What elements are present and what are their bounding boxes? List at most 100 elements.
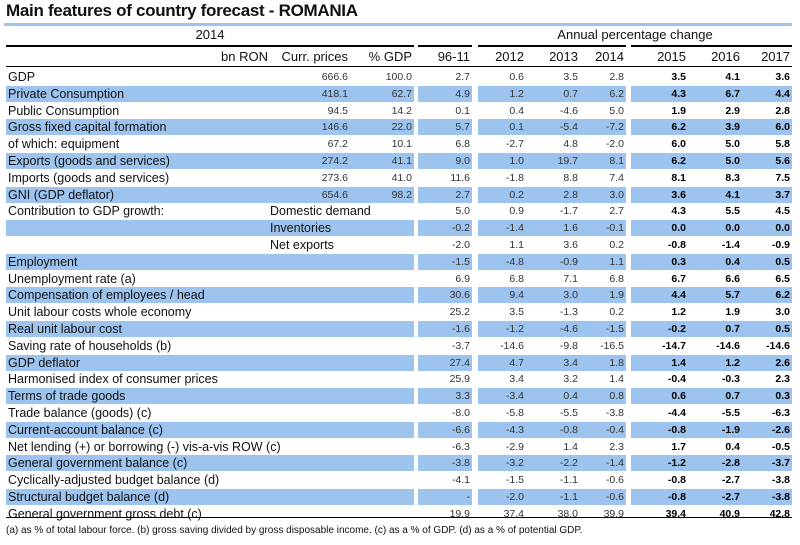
row-band xyxy=(478,388,626,405)
value-2015: 1.7 xyxy=(671,440,686,453)
value-2016: 1.9 xyxy=(725,306,740,319)
value-2013: 2.8 xyxy=(563,188,578,201)
value-2016: 6.6 xyxy=(725,272,740,285)
row-band xyxy=(631,253,792,270)
value-2016: -1.9 xyxy=(721,423,740,436)
value-96-11: 5.7 xyxy=(455,121,470,134)
value-2015: -1.2 xyxy=(667,457,686,470)
value-2016: 5.7 xyxy=(725,289,740,302)
table-row: Real unit labour cost -1.6 -1.2 -4.6 -1.5 -0.… xyxy=(0,321,800,337)
value-2014: 2.7 xyxy=(609,205,624,218)
value-2014: -16.5 xyxy=(600,339,624,352)
value-2017: -14.6 xyxy=(766,339,790,352)
value-96-11: 25.2 xyxy=(449,306,470,319)
row-label: General government balance (c) xyxy=(8,456,188,471)
value-curr-prices: 67.2 xyxy=(327,138,348,151)
value-2016: -2.7 xyxy=(721,491,740,503)
column-header: 2015 xyxy=(657,49,686,64)
value-2014: 0.2 xyxy=(609,306,624,319)
row-label: GNI (GDP deflator) xyxy=(8,187,115,202)
value-2016: 4.1 xyxy=(725,71,740,83)
value-curr-prices: 146.6 xyxy=(321,121,348,134)
row-label: GDP xyxy=(8,70,36,84)
value-2015: 6.7 xyxy=(671,272,686,285)
value-2013: 19.7 xyxy=(557,155,578,167)
value-96-11: -2.0 xyxy=(451,239,470,251)
row-label: Private Consumption xyxy=(8,86,125,101)
column-header-rule xyxy=(6,66,792,67)
value-2013: -4.6 xyxy=(559,323,578,335)
value-96-11: 2.7 xyxy=(455,71,470,83)
value-2012: 1.0 xyxy=(509,155,524,167)
value-2017: 3.7 xyxy=(775,188,790,201)
value-2015: 39.4 xyxy=(665,507,686,520)
value-2015: 1.2 xyxy=(671,306,686,319)
value-2014: 1.9 xyxy=(609,289,624,302)
value-curr-prices: 273.6 xyxy=(321,171,348,184)
value-2017: 0.5 xyxy=(775,255,790,268)
table-row: Harmonised index of consumer prices 25.9 3… xyxy=(0,371,800,387)
row-band xyxy=(631,287,792,304)
value-2013: -1.3 xyxy=(559,306,578,319)
value-2015: 4.4 xyxy=(671,289,686,302)
row-label: Unemployment rate (a) xyxy=(8,271,136,286)
value-96-11: -1.6 xyxy=(451,323,470,335)
table-row: Employment -1.5 -4.8 -0.9 1.1 0.3 0.4 0.5 xyxy=(0,253,800,270)
row-band xyxy=(478,119,626,136)
row-band xyxy=(418,287,472,304)
row-band xyxy=(418,421,472,438)
table-row: Terms of trade goods 3.3 -3.4 0.4 0.8 0.6 0.7 0… xyxy=(0,388,800,405)
row-band xyxy=(478,253,626,270)
table-row: Current-account balance (c) -6.6 -4.3 -0.8 -… xyxy=(0,421,800,438)
value-curr-prices: 654.6 xyxy=(321,188,348,201)
table-row: Public Consumption 94.5 14.2 0.1 0.4 -4.6 5.0 1… xyxy=(0,103,800,119)
group-header-annual: Annual percentage change xyxy=(557,27,713,42)
row-band xyxy=(631,321,792,337)
header-rule xyxy=(478,45,626,47)
row-band xyxy=(631,388,792,405)
value-2015: -0.8 xyxy=(667,474,686,487)
value-2017: 3.0 xyxy=(775,306,790,319)
value-2013: 1.6 xyxy=(563,222,578,235)
column-header: 2012 xyxy=(495,49,524,64)
row-band xyxy=(418,253,472,270)
table-row: GDP 666.6 100.0 2.7 0.6 3.5 2.8 3.5 4.1 3.6 xyxy=(0,69,800,85)
value-2013: -5.4 xyxy=(559,121,578,134)
value-96-11: 9.0 xyxy=(455,155,470,167)
value-2015: -0.8 xyxy=(667,239,686,251)
row-band xyxy=(6,85,414,102)
value-2015: -14.7 xyxy=(662,339,686,352)
value-2017: 2.8 xyxy=(775,104,790,117)
value-2013: -1.7 xyxy=(559,205,578,218)
table-row: Net exports -2.0 1.1 3.6 0.2 -0.8 -1.4 -0.9 xyxy=(0,237,800,253)
value-2014: 0.8 xyxy=(609,390,624,403)
table-row: Imports (goods and services) 273.6 41.0 11.… xyxy=(0,170,800,186)
value-2015: 3.5 xyxy=(671,71,686,83)
row-label: Saving rate of households (b) xyxy=(8,338,172,353)
table-row: Inventories -0.2 -1.4 1.6 -0.1 0.0 0.0 0.0 xyxy=(0,220,800,237)
table-row: Trade balance (goods) (c) -8.0 -5.8 -5.5 -3.… xyxy=(0,405,800,421)
value-2013: 0.7 xyxy=(563,87,578,100)
row-label: Real unit labour cost xyxy=(8,322,122,336)
value-2012: 9.4 xyxy=(509,289,524,302)
value-2012: 6.8 xyxy=(509,272,524,285)
value-2012: 0.6 xyxy=(509,71,524,83)
value-2015: 1.4 xyxy=(671,356,686,369)
value-2017: -0.9 xyxy=(771,239,790,251)
row-band xyxy=(631,489,792,505)
value-2016: -14.6 xyxy=(716,339,740,352)
row-label: Employment xyxy=(8,254,78,269)
row-label: Exports (goods and services) xyxy=(8,154,170,168)
value-96-11: 27.4 xyxy=(449,356,470,369)
row-band xyxy=(631,354,792,371)
value-2017: 3.6 xyxy=(775,71,790,83)
row-band xyxy=(418,220,472,237)
table-row: of which: equipment 67.2 10.1 6.8 -2.7 4.8 -2.… xyxy=(0,136,800,152)
value-2016: 6.7 xyxy=(725,87,740,100)
table-row: GNI (GDP deflator) 654.6 98.2 2.7 0.2 2.8 3.0 3… xyxy=(0,186,800,203)
value-2015: 6.0 xyxy=(671,138,686,151)
row-label: GDP deflator xyxy=(8,355,81,370)
value-2014: 8.1 xyxy=(609,155,624,167)
value-96-11: 25.9 xyxy=(449,373,470,386)
value-pct-gdp: 10.1 xyxy=(391,138,412,151)
